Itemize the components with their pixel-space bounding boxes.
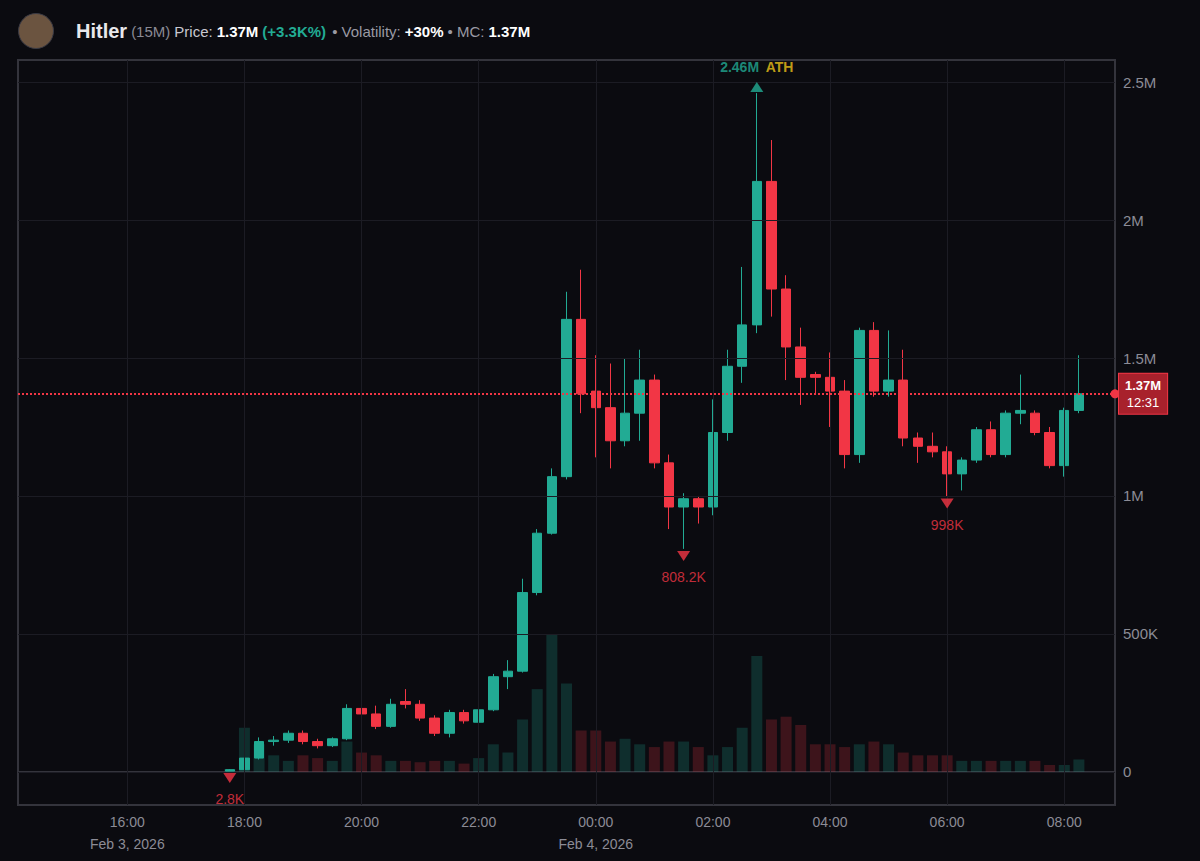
svg-text:1.37M: 1.37M: [1125, 378, 1161, 393]
svg-text:02:00: 02:00: [695, 814, 730, 830]
svg-text:2.8K: 2.8K: [215, 791, 244, 807]
svg-text:0: 0: [1123, 763, 1131, 780]
svg-text:20:00: 20:00: [344, 814, 379, 830]
svg-text:2.46M: 2.46M: [720, 59, 759, 75]
svg-text:Feb 3, 2026: Feb 3, 2026: [90, 836, 165, 852]
svg-text:Feb 4, 2026: Feb 4, 2026: [558, 836, 633, 852]
svg-text:500K: 500K: [1123, 625, 1158, 642]
svg-text:04:00: 04:00: [812, 814, 847, 830]
svg-text:16:00: 16:00: [110, 814, 145, 830]
svg-text:18:00: 18:00: [227, 814, 262, 830]
svg-text:2.5M: 2.5M: [1123, 74, 1156, 91]
html-text:Hitler (15M) Price: 1.37M (+3.: Hitler (15M) Price: 1.37M (+3.3K%) • Vol…: [76, 19, 531, 42]
svg-text:22:00: 22:00: [461, 814, 496, 830]
svg-text:12:31: 12:31: [1127, 395, 1160, 410]
svg-text:1.5M: 1.5M: [1123, 350, 1156, 367]
svg-text:08:00: 08:00: [1047, 814, 1082, 830]
svg-text:06:00: 06:00: [930, 814, 965, 830]
svg-text:1M: 1M: [1123, 487, 1144, 504]
svg-text:998K: 998K: [931, 517, 964, 533]
svg-text:2M: 2M: [1123, 212, 1144, 229]
svg-text:ATH: ATH: [766, 59, 794, 75]
svg-text:808.2K: 808.2K: [661, 569, 706, 585]
svg-text:00:00: 00:00: [578, 814, 613, 830]
